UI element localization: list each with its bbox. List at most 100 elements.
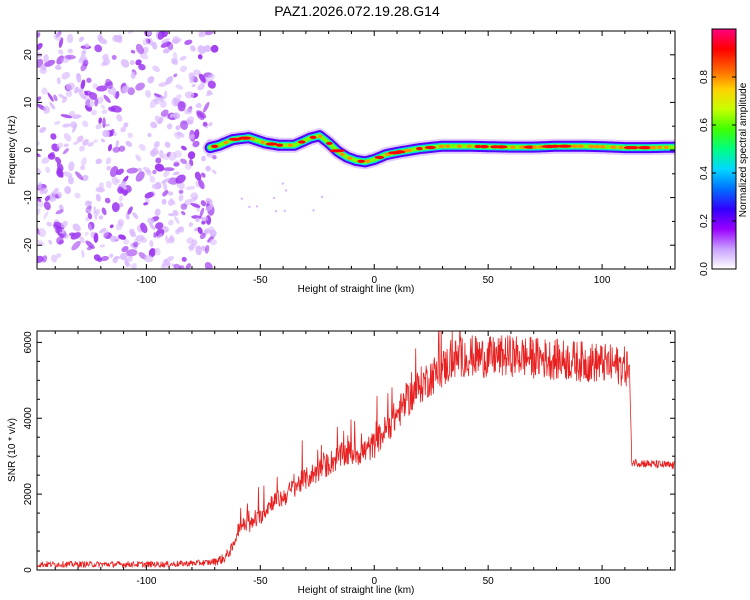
ridge-hotspot (318, 134, 323, 138)
ridge-hotspot (394, 150, 406, 154)
noise-blob (153, 99, 160, 105)
noise-blob (180, 158, 188, 165)
noise-blob (116, 168, 124, 176)
noise-blob (142, 46, 149, 55)
snr-xtick-label: -100 (136, 576, 156, 587)
noise-blob (59, 204, 64, 212)
ridge-hotspot (438, 144, 445, 148)
noise-blob (161, 198, 167, 205)
noise-blob (127, 132, 133, 139)
noise-blob (100, 104, 106, 109)
noise-blob (64, 234, 69, 240)
noise-blob (152, 65, 160, 73)
noise-blob (94, 98, 99, 107)
ridge-hotspot (550, 144, 560, 148)
noise-blob (110, 166, 119, 177)
noise-blob (148, 248, 156, 258)
noise-blob (112, 257, 118, 264)
noise-blob (79, 145, 85, 152)
noise-blob (87, 142, 94, 147)
noise-blob (204, 244, 210, 254)
snr-xtick-label: 0 (371, 576, 377, 587)
noise-blob (176, 94, 182, 99)
noise-blob (150, 121, 158, 129)
noise-blob (196, 111, 205, 121)
noise-blob (195, 217, 200, 223)
noise-blob (165, 235, 170, 244)
noise-blob (123, 122, 129, 128)
noise-blob (81, 249, 85, 258)
noise-blob (76, 73, 81, 78)
noise-blob (135, 234, 145, 242)
noise-blob (167, 41, 174, 51)
noise-blob (74, 192, 81, 199)
ridge-hotspot (276, 143, 284, 147)
noise-blob (42, 255, 48, 263)
spectrogram-xtick-label: -100 (136, 275, 156, 286)
snr-xlabel: Height of straight line (km) (298, 585, 415, 596)
noise-blob (93, 210, 98, 220)
noise-blob (149, 150, 157, 157)
ridge-hotspot (663, 145, 669, 149)
noise-blob (198, 73, 206, 83)
noise-blob (139, 53, 149, 60)
noise-blob (99, 227, 107, 234)
noise-blob (109, 235, 117, 243)
noise-blob (114, 34, 123, 43)
noise-blob (140, 222, 148, 234)
noise-blob (201, 172, 206, 178)
noise-blob (195, 245, 202, 256)
noise-blob (43, 201, 51, 211)
noise-blob (52, 224, 63, 233)
noise-blob (65, 82, 75, 91)
noise-speck (274, 210, 278, 213)
noise-blob (103, 94, 111, 103)
noise-blob (205, 197, 212, 205)
snr-frame (36, 330, 676, 571)
noise-blob (162, 182, 168, 192)
spectrogram-x-axis: -100 -50 0 50 100 (54, 31, 671, 286)
noise-blob (105, 157, 112, 165)
noise-blob (195, 102, 202, 109)
colorbar-tick-label: 0.4 (699, 166, 710, 180)
noise-blob (71, 240, 81, 251)
noise-blob (131, 262, 137, 269)
noise-blob (95, 123, 102, 130)
noise-blob (206, 90, 212, 95)
noise-blob (151, 41, 158, 50)
noise-blob (53, 94, 58, 102)
noise-blob (102, 39, 108, 45)
noise-blob (149, 240, 154, 248)
ridge-hotspot (594, 145, 601, 149)
noise-blob (130, 71, 136, 79)
noise-blob (154, 247, 161, 256)
noise-speck (312, 209, 315, 212)
noise-blob (181, 256, 187, 262)
noise-blob (37, 42, 43, 51)
noise-blob (127, 206, 133, 215)
noise-blob (96, 85, 108, 92)
noise-blob (87, 212, 93, 220)
noise-blob (84, 231, 89, 236)
noise-blob (61, 71, 71, 80)
noise-blob (42, 105, 51, 114)
noise-blob (55, 253, 62, 259)
noise-blob (192, 140, 200, 148)
noise-blob (86, 245, 93, 251)
noise-blob (190, 202, 201, 208)
noise-speck (281, 182, 284, 185)
noise-blob (184, 108, 193, 115)
noise-blob (199, 207, 205, 218)
noise-blob (163, 167, 175, 172)
colorbar-frame (711, 28, 737, 270)
spectrogram-xlabel: Height of straight line (km) (298, 284, 415, 295)
noise-blob (206, 73, 215, 82)
noise-blob (73, 141, 79, 145)
colorbar-gradient (712, 29, 736, 269)
noise-blob (88, 223, 93, 233)
noise-blob (153, 232, 157, 238)
noise-blob (177, 101, 186, 112)
noise-blob (125, 213, 130, 219)
ridge-hotspot (571, 144, 578, 148)
